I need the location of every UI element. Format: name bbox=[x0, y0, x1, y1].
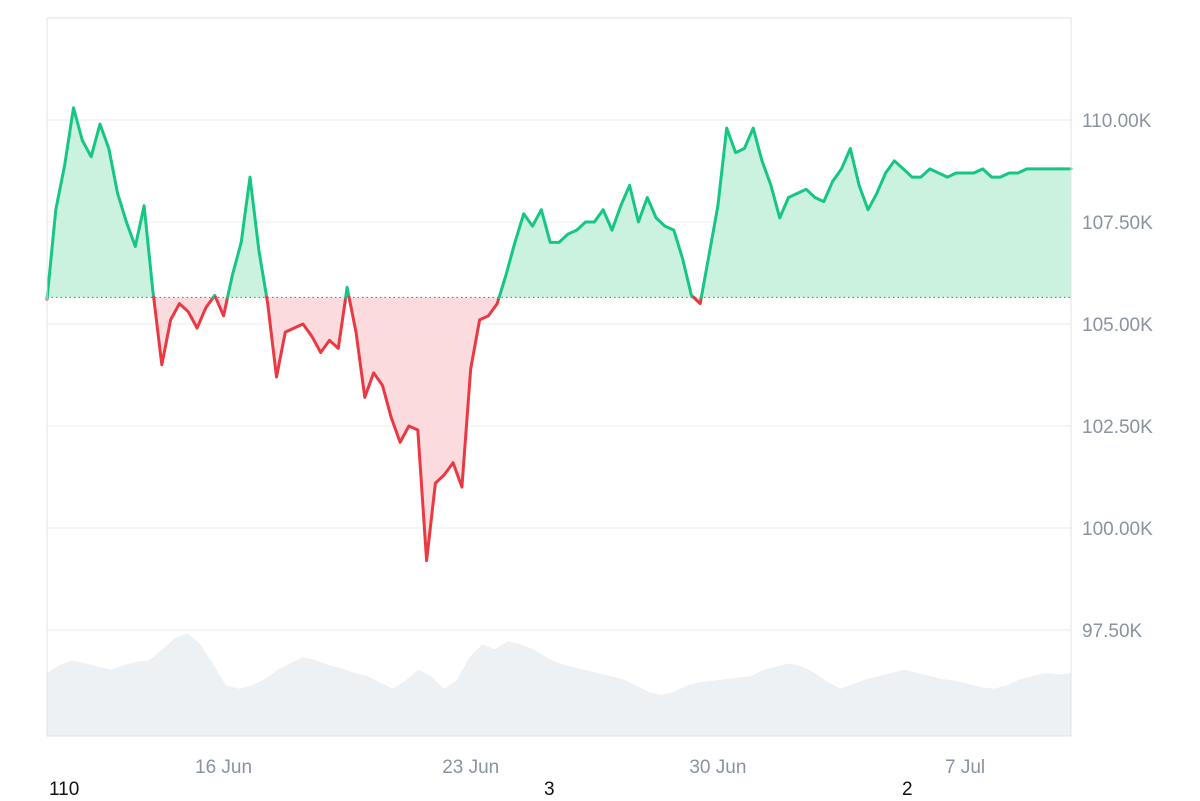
price-line-up bbox=[346, 287, 349, 297]
x-tick-label: 30 Jun bbox=[689, 757, 746, 778]
y-tick-label: 105.00K bbox=[1082, 315, 1153, 336]
plot-frame bbox=[47, 18, 1071, 736]
footer-label-left: 110 bbox=[49, 779, 79, 801]
x-tick-label: 23 Jun bbox=[442, 757, 499, 778]
volume-area-shape bbox=[47, 633, 1071, 736]
price-line bbox=[47, 108, 1071, 561]
y-tick-label: 97.50K bbox=[1082, 621, 1143, 642]
y-tick-label: 110.00K bbox=[1082, 111, 1152, 132]
footer-label-right: 2 bbox=[902, 779, 913, 801]
y-tick-label: 102.50K bbox=[1082, 417, 1153, 438]
y-tick-label: 107.50K bbox=[1082, 213, 1153, 234]
x-axis-ticks: 16 Jun 23 Jun 30 Jun 7 Jul bbox=[195, 757, 985, 778]
footer-label-middle: 3 bbox=[544, 779, 555, 801]
price-fill-up bbox=[47, 108, 154, 298]
x-tick-label: 7 Jul bbox=[945, 757, 985, 778]
price-fill-up bbox=[499, 185, 693, 297]
y-axis-ticks: 110.00K 107.50K 105.00K 102.50K 100.00K 97.50… bbox=[1082, 111, 1153, 642]
y-tick-label: 100.00K bbox=[1082, 519, 1153, 540]
volume-area bbox=[47, 633, 1071, 736]
x-tick-label: 16 Jun bbox=[195, 757, 252, 778]
price-fill-up bbox=[701, 128, 1071, 297]
